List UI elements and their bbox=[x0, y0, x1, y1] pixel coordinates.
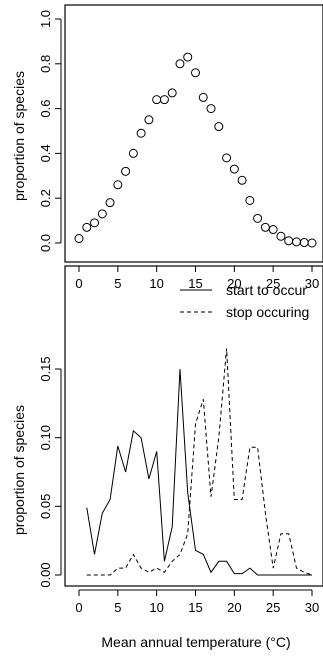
x-tick-label: 20 bbox=[227, 276, 241, 291]
data-point bbox=[291, 237, 301, 247]
plot-frame-top bbox=[64, 4, 323, 263]
data-point bbox=[214, 122, 224, 132]
data-point bbox=[253, 213, 263, 223]
data-point bbox=[307, 238, 317, 248]
x-tick-label: 5 bbox=[114, 600, 121, 615]
x-tick-label: 5 bbox=[114, 276, 121, 291]
x-tick-label: 10 bbox=[149, 600, 163, 615]
x-tick-label: 20 bbox=[227, 600, 241, 615]
y-tick-label: 0.00 bbox=[38, 562, 53, 587]
y-tick-label: 0.6 bbox=[38, 100, 53, 118]
data-point bbox=[206, 104, 216, 114]
y-tick-label: 0.05 bbox=[38, 494, 53, 519]
y-tick-label: 0.4 bbox=[38, 144, 53, 162]
y-axis-ticks-top: 0.0 0.2 0.4 0.6 0.8 1.0 bbox=[38, 10, 62, 252]
data-point bbox=[90, 218, 100, 228]
data-point bbox=[183, 52, 193, 62]
data-point bbox=[245, 195, 255, 205]
x-tick-label: 0 bbox=[75, 276, 82, 291]
x-axis-ticks-top: 0 5 10 15 20 25 30 bbox=[75, 265, 319, 291]
x-tick-label: 15 bbox=[188, 276, 202, 291]
data-point bbox=[105, 198, 115, 208]
data-point bbox=[167, 88, 177, 98]
legend: start to occur stop occuring bbox=[180, 282, 309, 320]
x-axis-ticks-bottom: 0 5 10 15 20 25 30 bbox=[75, 589, 319, 615]
y-tick-label: 1.0 bbox=[38, 10, 53, 28]
data-point bbox=[222, 153, 232, 163]
y-tick-label: 0.0 bbox=[38, 234, 53, 252]
data-point bbox=[74, 234, 84, 244]
y-tick-label: 0.2 bbox=[38, 189, 53, 207]
line-plot-area bbox=[64, 265, 323, 587]
scatter-panel: proportion of species 0 5 10 15 20 25 30 0.00.… bbox=[11, 4, 323, 291]
x-tick-label: 25 bbox=[266, 600, 280, 615]
data-point bbox=[276, 231, 286, 241]
x-tick-label: 15 bbox=[188, 600, 202, 615]
data-point bbox=[128, 148, 138, 158]
y-tick-label: 0.10 bbox=[38, 425, 53, 450]
data-point bbox=[159, 95, 169, 105]
data-point bbox=[284, 236, 294, 246]
data-point bbox=[144, 115, 154, 125]
data-point bbox=[152, 95, 162, 105]
legend-label-start: start to occur bbox=[226, 282, 307, 298]
scatter-plot-area bbox=[64, 4, 323, 263]
x-tick-label: 0 bbox=[75, 600, 82, 615]
data-point bbox=[229, 164, 239, 174]
data-point bbox=[175, 59, 185, 69]
series-line-start-to-occur bbox=[86, 368, 312, 576]
y-tick-label: 0.8 bbox=[38, 55, 53, 73]
data-point bbox=[260, 222, 270, 232]
x-tick-label: 10 bbox=[149, 276, 163, 291]
data-point bbox=[237, 175, 247, 185]
x-tick-label: 30 bbox=[305, 276, 319, 291]
legend-label-stop: stop occuring bbox=[226, 304, 309, 320]
y-axis-ticks-bottom: 0.00 0.05 0.10 0.15 bbox=[38, 356, 62, 588]
data-point bbox=[136, 128, 146, 138]
data-point bbox=[97, 209, 107, 219]
data-point bbox=[121, 166, 131, 176]
data-point bbox=[299, 238, 309, 248]
plot-frame-bottom bbox=[64, 265, 323, 587]
y-tick-label: 0.15 bbox=[38, 356, 53, 381]
data-point bbox=[113, 180, 123, 190]
data-point bbox=[268, 225, 278, 235]
line-panel: proportion of species 0 5 10 15 20 25 30 0.000… bbox=[11, 265, 323, 650]
data-point bbox=[198, 92, 208, 102]
y-axis-label-bottom: proportion of species bbox=[11, 405, 27, 535]
data-point bbox=[82, 222, 92, 232]
x-tick-label: 30 bbox=[305, 600, 319, 615]
x-tick-label: 25 bbox=[266, 276, 280, 291]
series-line-stop-occuring bbox=[86, 348, 313, 576]
x-axis-label-bottom: Mean annual temperature (°C) bbox=[101, 634, 290, 650]
y-axis-label-top: proportion of species bbox=[11, 71, 27, 201]
data-point bbox=[191, 68, 200, 78]
